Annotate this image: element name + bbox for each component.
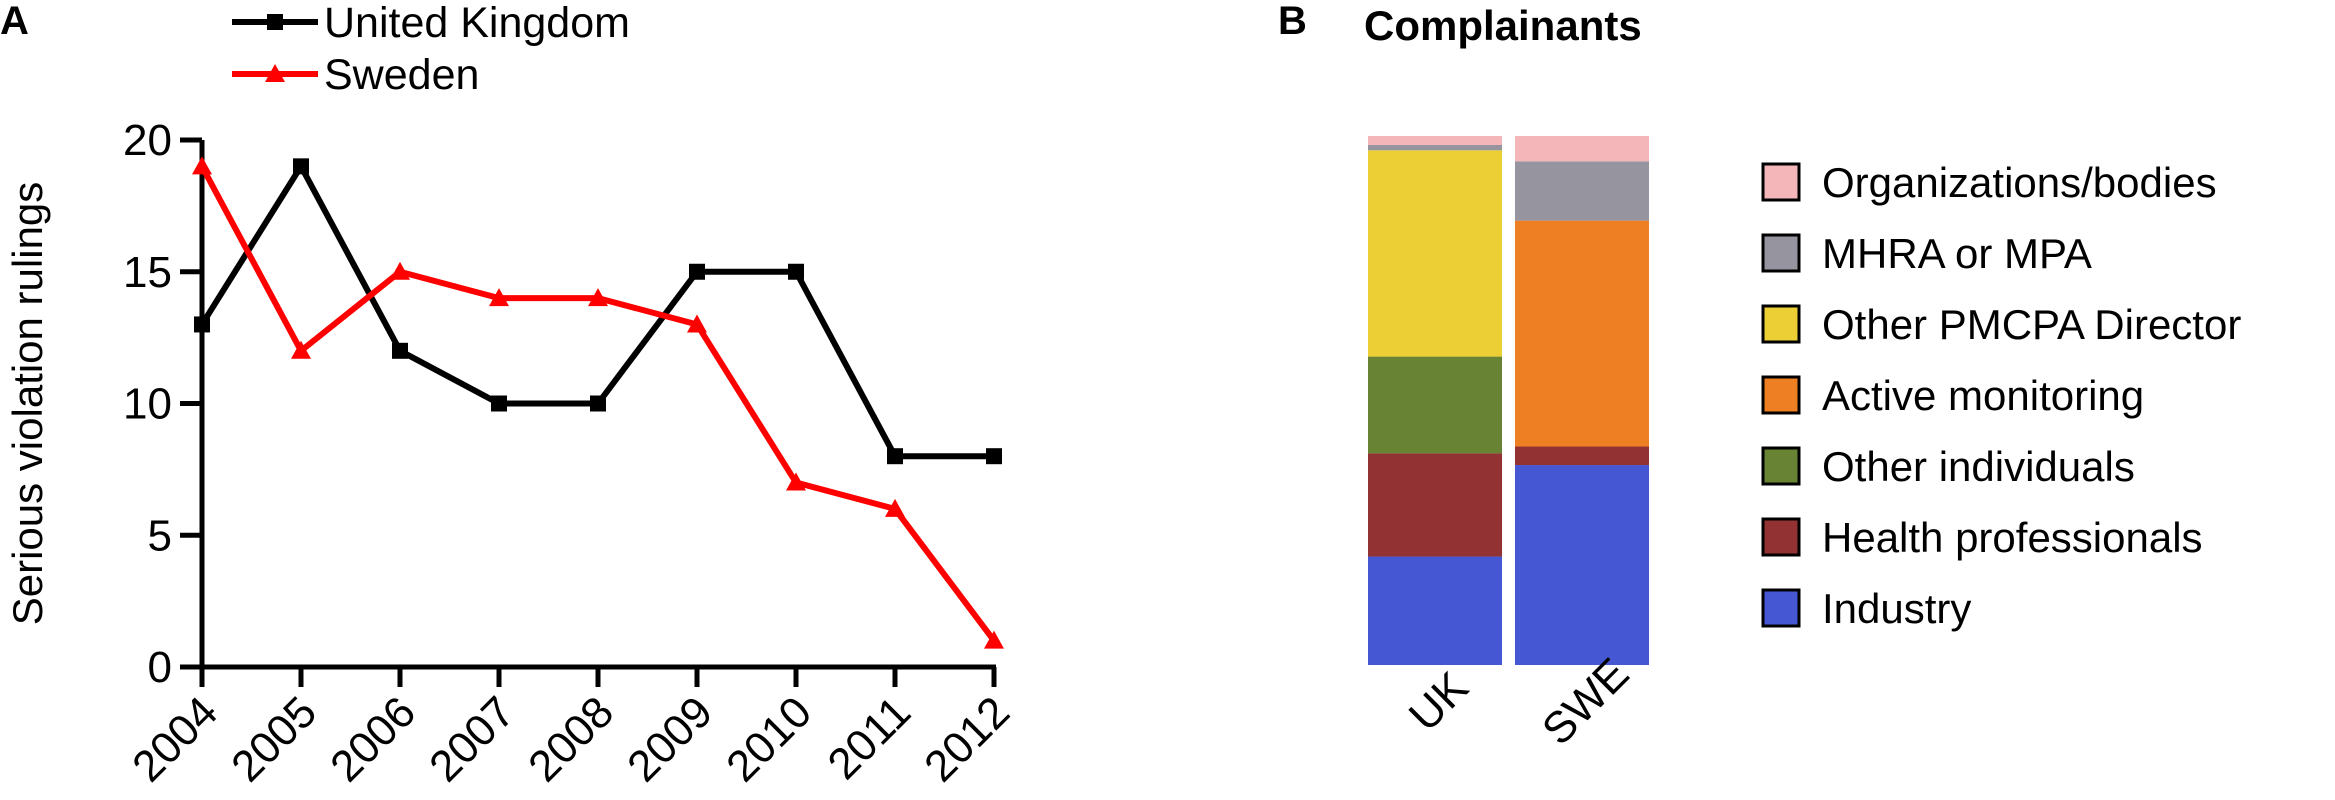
bar-segment-swe-health-professionals <box>1515 446 1649 466</box>
x-tick-label: 2012 <box>915 687 1019 791</box>
data-point-triangle <box>489 288 509 307</box>
bar-segment-swe-active-monitoring <box>1515 220 1649 447</box>
x-tick-label: 2004 <box>123 687 227 791</box>
line-chart-panel: 0 5 10 15 20 20042005200620072008200920102011… <box>4 116 1019 791</box>
legend-square-marker <box>267 14 283 30</box>
data-point-triangle <box>984 630 1004 649</box>
data-point-square <box>887 448 903 465</box>
panel-letter-b: B <box>1278 0 1307 43</box>
legend-swatch <box>1761 446 1801 486</box>
legend-triangle-marker <box>265 64 285 82</box>
data-point-square <box>689 263 705 280</box>
legend-label: Other PMCPA Director <box>1822 301 2241 348</box>
legend-swatch <box>1761 162 1801 202</box>
data-point-square <box>788 263 804 280</box>
x-tick-label: 2007 <box>420 687 524 791</box>
bar-segment-uk-other-individuals <box>1368 356 1502 454</box>
panel-letter-a: A <box>0 0 29 43</box>
y-tick-label: 10 <box>123 380 172 429</box>
data-point-triangle <box>786 472 806 491</box>
stacked-bar-legend: Organizations/bodies MHRA or MPA Other PMC… <box>1761 159 2241 632</box>
series-line-united-kingdom <box>199 160 994 460</box>
bar-segment-swe-mhra-or-mpa <box>1515 161 1649 221</box>
legend-swatch <box>1761 233 1801 273</box>
x-tick-label: 2010 <box>717 687 821 791</box>
x-tick-label: 2011 <box>819 687 921 789</box>
data-point-square <box>293 158 309 175</box>
stacked-bar-chart-panel: UK SWE <box>1368 136 1649 755</box>
x-tick-label: 2005 <box>222 687 326 791</box>
x-tick-label: 2009 <box>618 687 722 791</box>
legend-label: Other individuals <box>1822 443 2135 490</box>
bar-segment-uk-industry <box>1368 556 1502 665</box>
data-point-square <box>986 448 1002 465</box>
data-point-square <box>491 395 507 412</box>
legend-label: MHRA or MPA <box>1822 230 2092 277</box>
legend-label: United Kingdom <box>324 0 630 47</box>
legend-label: Organizations/bodies <box>1822 159 2217 206</box>
data-point-triangle <box>390 261 410 280</box>
bar-segment-uk-health-professionals <box>1368 453 1502 557</box>
x-tick-label: 2006 <box>321 687 425 791</box>
stacked-chart-title: Complainants <box>1364 2 1642 49</box>
data-point-triangle <box>192 156 212 175</box>
data-point-square <box>590 395 606 412</box>
data-point-triangle <box>885 498 905 517</box>
data-point-square <box>194 316 210 333</box>
y-tick-label: 20 <box>123 116 172 165</box>
legend-label: Active monitoring <box>1822 372 2144 419</box>
bar-segment-uk-other-pmcpa-director <box>1368 150 1502 357</box>
legend-swatch <box>1761 588 1801 628</box>
legend-swatch <box>1761 517 1801 557</box>
x-tick-label: 2008 <box>519 687 623 791</box>
data-point-triangle <box>687 314 707 333</box>
data-point-triangle <box>588 288 608 307</box>
bar-segment-swe-organizations-bodies <box>1515 136 1649 162</box>
legend-label: Health professionals <box>1822 514 2203 561</box>
data-point-triangle <box>291 340 311 359</box>
y-tick-label: 15 <box>123 248 172 297</box>
y-tick-label: 5 <box>148 511 172 560</box>
y-tick-label: 0 <box>148 643 172 692</box>
data-point-square <box>392 342 408 359</box>
category-label: UK <box>1400 663 1478 741</box>
bar-segment-uk-mhra-or-mpa <box>1368 144 1502 151</box>
bar-segment-swe-industry <box>1515 465 1649 665</box>
legend-label: Sweden <box>324 51 479 99</box>
legend-label: Industry <box>1822 585 1971 632</box>
legend-swatch <box>1761 375 1801 415</box>
legend-swatch <box>1761 304 1801 344</box>
y-axis-label: Serious violation rulings <box>4 182 51 626</box>
bar-segment-uk-organizations-bodies <box>1368 136 1502 145</box>
